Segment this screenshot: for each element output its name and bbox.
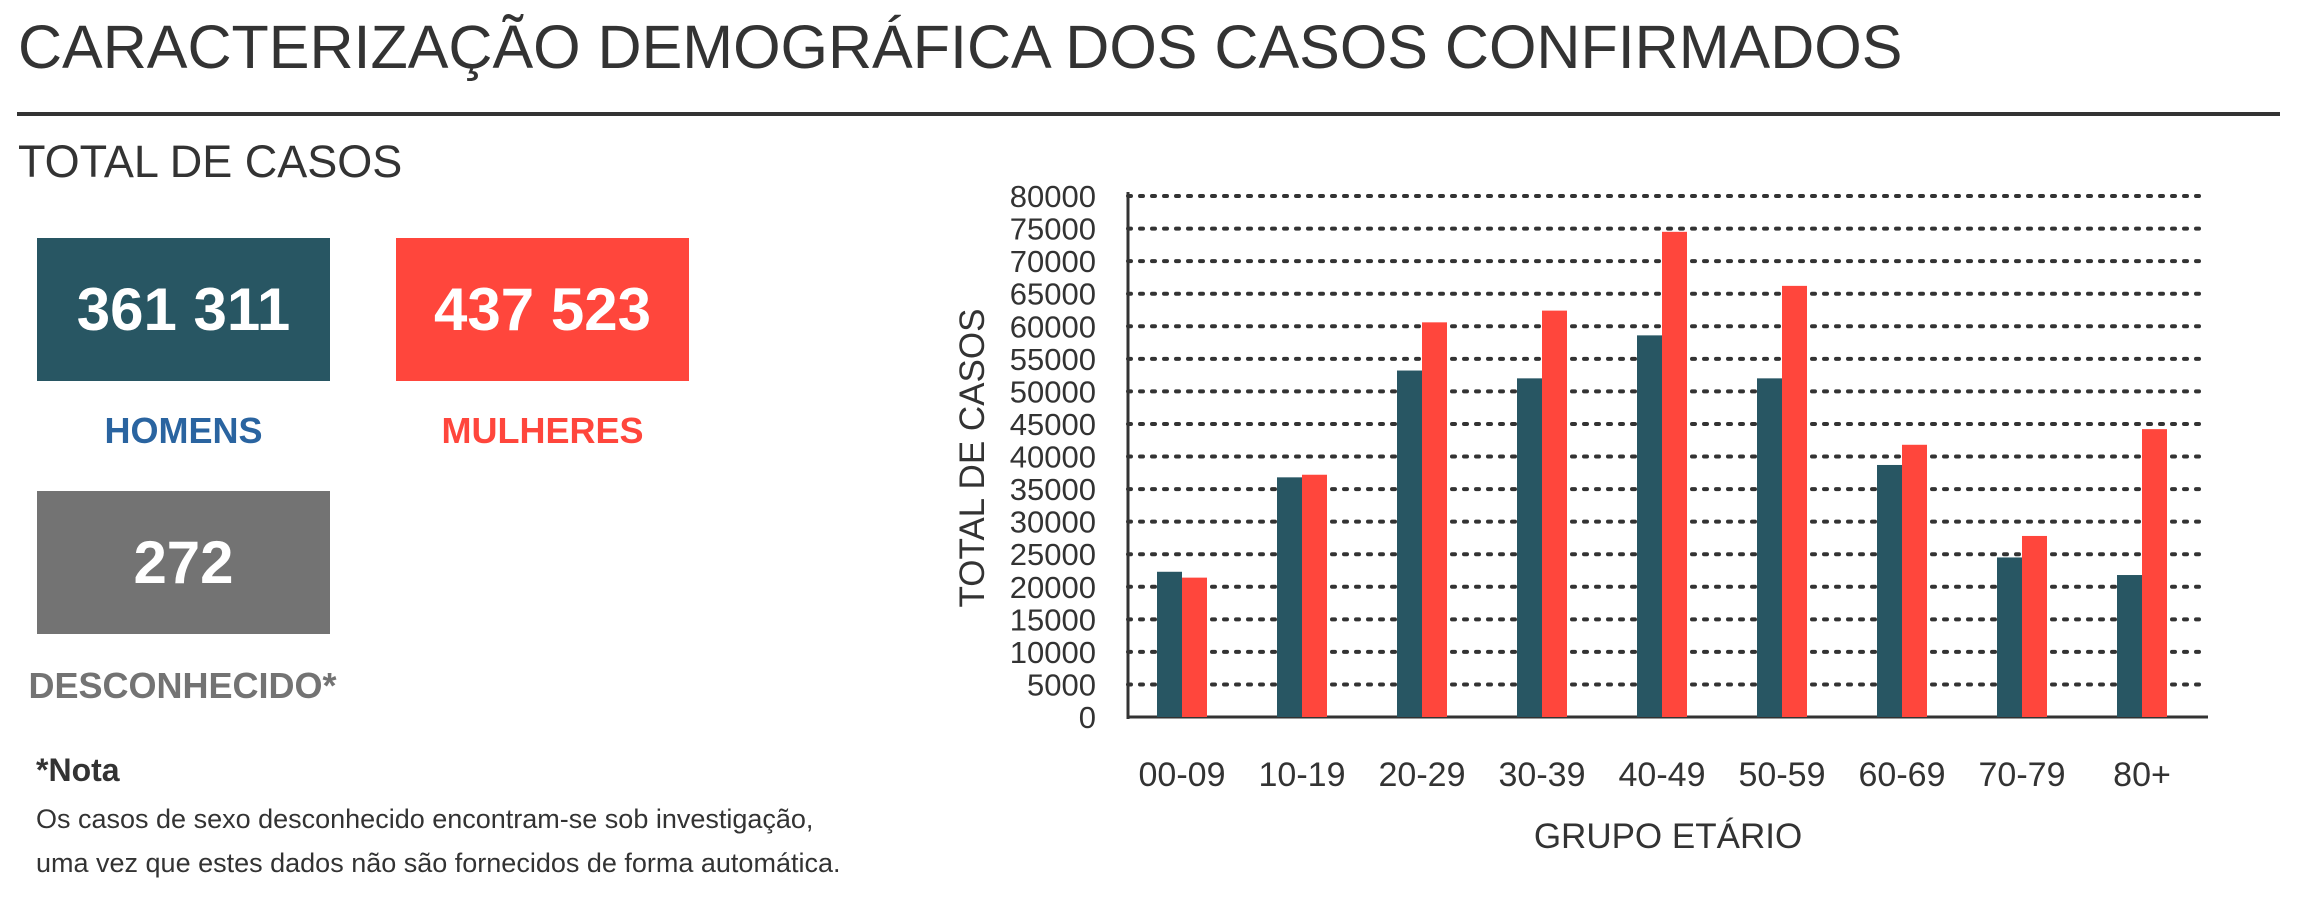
y-tick-label: 35000	[1010, 472, 1096, 507]
x-tick-label: 20-29	[1379, 756, 1466, 794]
y-tick-label: 65000	[1010, 277, 1096, 312]
bar-men	[1877, 464, 1902, 717]
y-tick-label: 15000	[1010, 602, 1096, 637]
women-label: MULHERES	[441, 410, 644, 451]
bar-women	[1302, 474, 1327, 717]
note-line: Os casos de sexo desconhecido encontram-…	[36, 804, 814, 834]
bar-women	[1662, 231, 1687, 717]
note-title: *Nota	[36, 752, 120, 788]
bar-men	[1757, 378, 1782, 717]
bar-men	[1637, 335, 1662, 717]
bar-women	[1182, 577, 1207, 717]
y-tick-label: 50000	[1010, 374, 1096, 409]
women-total-box: 437 523	[396, 238, 689, 381]
unknown-total-value: 272	[133, 529, 234, 596]
bar-women	[1542, 310, 1567, 717]
y-tick-label: 10000	[1010, 635, 1096, 670]
y-tick-label: 80000	[1010, 179, 1096, 214]
men-total-box: 361 311	[37, 238, 330, 381]
x-tick-label: 50-59	[1739, 756, 1826, 794]
women-total-value: 437 523	[434, 276, 651, 343]
unknown-total-box: 272	[37, 491, 330, 634]
y-tick-label: 45000	[1010, 407, 1096, 442]
section-subtitle: TOTAL DE CASOS	[18, 136, 403, 187]
x-tick-label: 80+	[2113, 756, 2171, 794]
y-axis-title: TOTAL DE CASOS	[953, 309, 992, 608]
bar-women	[2022, 535, 2047, 717]
y-tick-label: 20000	[1010, 570, 1096, 605]
y-tick-label: 25000	[1010, 537, 1096, 572]
x-tick-label: 00-09	[1139, 756, 1226, 794]
bar-women	[1422, 322, 1447, 717]
bar-men	[1157, 571, 1182, 717]
page-title: CARACTERIZAÇÃO DEMOGRÁFICA DOS CASOS CON…	[18, 13, 1903, 81]
x-tick-label: 70-79	[1979, 756, 2066, 794]
title-divider	[17, 112, 2280, 116]
bar-men	[1997, 557, 2022, 717]
x-tick-label: 10-19	[1259, 756, 1346, 794]
unknown-label: DESCONHECIDO*	[28, 665, 337, 706]
bar-men	[1517, 378, 1542, 717]
bar-women	[1902, 444, 1927, 717]
y-tick-label: 60000	[1010, 309, 1096, 344]
y-tick-label: 30000	[1010, 505, 1096, 540]
y-tick-label: 70000	[1010, 244, 1096, 279]
x-tick-label: 60-69	[1859, 756, 1946, 794]
y-tick-label: 75000	[1010, 212, 1096, 247]
note-line: uma vez que estes dados não são fornecid…	[36, 848, 841, 878]
y-tick-label: 55000	[1010, 342, 1096, 377]
x-axis-title: GRUPO ETÁRIO	[1534, 817, 1802, 856]
y-tick-label: 40000	[1010, 440, 1096, 475]
x-tick-label: 30-39	[1499, 756, 1586, 794]
bar-men	[2117, 575, 2142, 717]
y-tick-label: 5000	[1027, 667, 1096, 702]
note-text: Os casos de sexo desconhecido encontram-…	[36, 797, 936, 885]
men-total-value: 361 311	[76, 276, 291, 343]
bar-men	[1397, 370, 1422, 717]
men-label: HOMENS	[104, 410, 263, 451]
bar-women	[1782, 285, 1807, 717]
y-tick-label: 0	[1079, 700, 1096, 735]
x-tick-label: 40-49	[1619, 756, 1706, 794]
bar-women	[2142, 429, 2167, 717]
bar-men	[1277, 477, 1302, 717]
